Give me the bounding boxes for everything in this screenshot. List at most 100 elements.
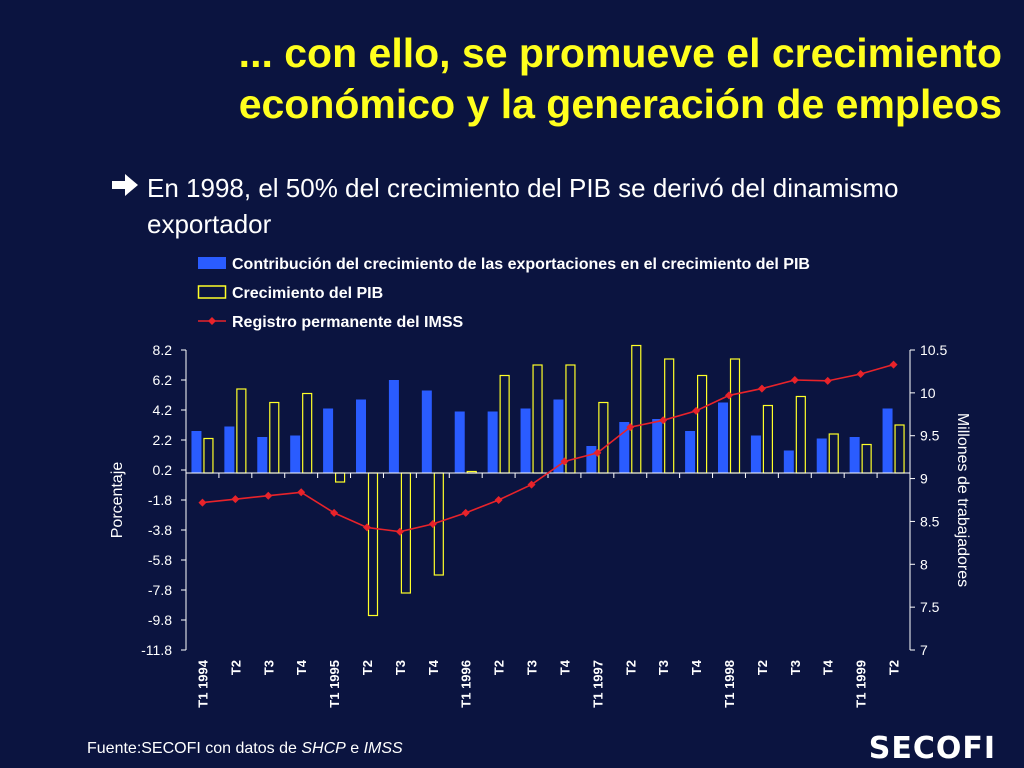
bar-exports — [849, 437, 860, 473]
y-right-tick-label: 7.5 — [920, 599, 940, 615]
point-imss — [428, 520, 437, 528]
bar-pib — [203, 437, 214, 474]
bar-pib — [696, 374, 708, 474]
y-left-tick-label: -11.8 — [141, 642, 172, 658]
title-line-2: económico y la generación de empleos — [238, 81, 1002, 127]
axes-layer — [181, 349, 915, 651]
point-imss — [725, 391, 733, 400]
point-imss — [330, 508, 339, 517]
bar-pib — [499, 374, 510, 474]
y-right-tick-label: 7 — [920, 642, 928, 658]
bar-pib — [302, 392, 313, 474]
point-imss — [823, 376, 832, 385]
title-line-1: ... con ello, se promueve el crecimiento — [238, 30, 1002, 76]
x-tick-label: T1 1997 — [590, 660, 605, 708]
legend-swatch-pib — [197, 285, 227, 299]
y-left-tick-label: -3.8 — [148, 522, 172, 538]
line-imss — [202, 363, 894, 533]
bar-pib — [236, 388, 247, 474]
bar-exports — [783, 450, 794, 473]
bar-pib — [894, 424, 905, 474]
y-left-tick-label: 6.2 — [153, 372, 173, 388]
x-tick-label: T4 — [689, 659, 704, 675]
point-imss — [659, 416, 668, 425]
legend-label: Crecimiento del PIB — [232, 285, 383, 302]
bar-pib — [828, 433, 839, 474]
bar-exports — [553, 399, 564, 473]
source-note: Fuente:SECOFI con datos de SHCP e IMSS — [87, 740, 403, 758]
bar-exports — [652, 419, 663, 473]
x-tick-label: T1 1994 — [195, 659, 210, 707]
line-layer — [198, 360, 898, 536]
bar-exports — [619, 422, 630, 473]
point-imss — [363, 523, 371, 532]
x-tick-label: T3 — [525, 660, 540, 675]
x-tick-label: T1 1999 — [854, 660, 869, 708]
x-tick-label: T2 — [228, 660, 243, 675]
x-tick-label: T3 — [656, 660, 671, 675]
legend-marker-imss — [208, 317, 216, 325]
x-tick-label: T3 — [788, 660, 803, 675]
x-tick-label: T3 — [261, 660, 276, 675]
legend-label: Registro permanente del IMSS — [232, 314, 463, 331]
legend-label: Contribución del crecimiento de las expo… — [232, 256, 810, 273]
source-shcp: SHCP — [301, 740, 346, 757]
bar-exports — [421, 390, 432, 473]
chart-legend: Contribución del crecimiento de las expo… — [197, 256, 810, 331]
y-right-tick-label: 8.5 — [920, 513, 940, 529]
point-imss — [856, 370, 865, 378]
point-imss — [757, 384, 766, 393]
y-right-tick-label: 10 — [920, 385, 936, 401]
point-imss — [461, 508, 470, 517]
bar-exports — [191, 431, 202, 473]
y-left-tick-label: -5.8 — [148, 552, 172, 568]
bar-exports — [257, 437, 268, 473]
bar-exports — [816, 438, 827, 473]
y-right-tick-label: 9 — [920, 471, 928, 487]
bullet-text: En 1998, el 50% del crecimiento del PIB … — [147, 173, 899, 239]
legend-swatch-exports — [198, 257, 226, 269]
page-title: ... con ello, se promueve el crecimiento… — [122, 28, 1002, 130]
point-imss — [264, 491, 273, 500]
y-right-tick-label: 8 — [920, 556, 928, 572]
x-tick-label: T4 — [821, 659, 836, 675]
x-tick-label: T4 — [294, 659, 309, 675]
bar-pib — [334, 472, 346, 483]
bar-exports — [487, 411, 498, 473]
y-left-tick-label: 0.2 — [153, 462, 173, 478]
x-tick-label: T4 — [557, 659, 572, 675]
bar-pib — [565, 364, 576, 474]
point-imss — [626, 423, 635, 432]
x-tick-label: T2 — [360, 660, 375, 675]
bar-exports — [388, 380, 399, 473]
bar-pib — [664, 358, 675, 474]
bar-pib — [729, 358, 741, 474]
point-imss — [297, 488, 306, 497]
y-left-tick-label: 8.2 — [153, 342, 173, 358]
y-right-axis-label: Millones de trabajadores — [954, 413, 971, 587]
point-imss — [560, 457, 569, 466]
x-tick-label: T1 1995 — [327, 660, 342, 708]
x-tick-label: T2 — [492, 660, 507, 675]
point-imss — [494, 496, 503, 504]
bar-exports — [750, 435, 761, 473]
bar-exports — [685, 431, 696, 473]
bar-pib — [269, 401, 280, 474]
x-tick-label: T2 — [887, 660, 902, 675]
y-left-tick-label: 2.2 — [153, 432, 173, 448]
x-tick-label: T3 — [393, 660, 408, 675]
bar-exports — [882, 408, 893, 473]
bar-pib — [532, 364, 543, 474]
bar-pib — [762, 404, 774, 474]
y-left-tick-label: -7.8 — [148, 582, 172, 598]
bar-exports — [323, 408, 334, 473]
y-left-tick-label: -9.8 — [148, 612, 172, 628]
y-right-tick-label: 9.5 — [920, 428, 940, 444]
x-tick-label: T4 — [426, 659, 441, 675]
source-joiner: e — [345, 740, 364, 757]
bars-layer — [191, 344, 905, 617]
bar-pib — [598, 401, 609, 474]
point-imss — [790, 376, 799, 384]
point-imss — [593, 448, 602, 457]
